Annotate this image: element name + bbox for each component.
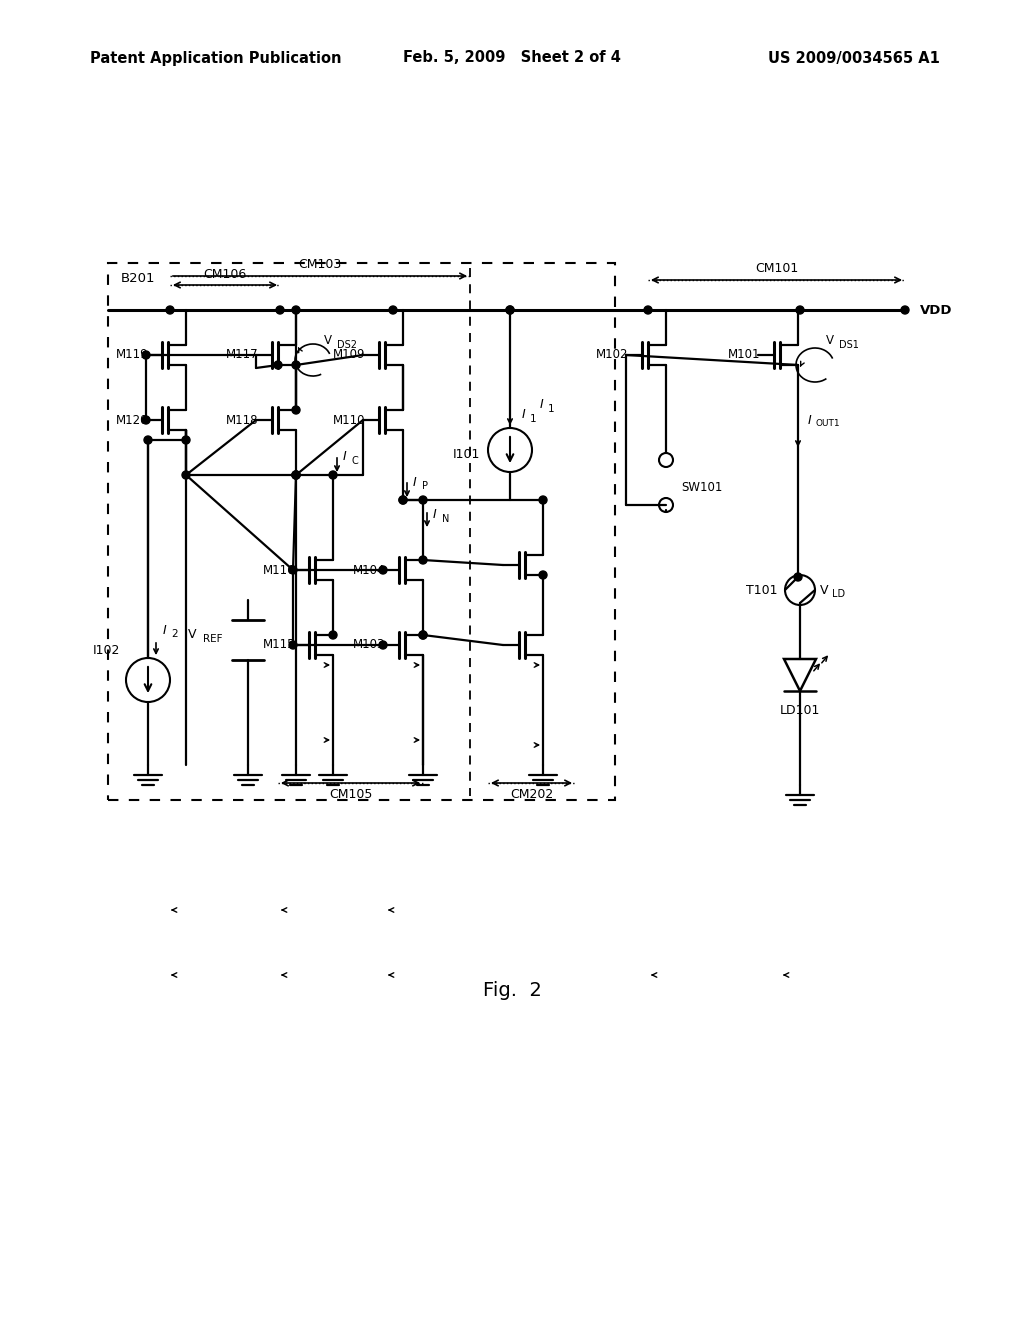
Circle shape <box>329 471 337 479</box>
Circle shape <box>419 631 427 639</box>
Text: C: C <box>352 455 358 466</box>
Text: M103: M103 <box>353 639 385 652</box>
Text: VDD: VDD <box>920 304 952 317</box>
Circle shape <box>289 642 297 649</box>
Circle shape <box>142 351 150 359</box>
Text: SW101: SW101 <box>681 480 722 494</box>
Text: 1: 1 <box>548 404 555 414</box>
Circle shape <box>379 642 387 649</box>
Text: M119: M119 <box>116 348 148 362</box>
Circle shape <box>419 496 427 504</box>
Circle shape <box>389 306 397 314</box>
Text: T101: T101 <box>746 583 778 597</box>
Circle shape <box>292 407 300 414</box>
Text: M117: M117 <box>226 348 259 362</box>
Text: 2: 2 <box>171 630 177 639</box>
Text: I: I <box>163 623 167 636</box>
Circle shape <box>292 471 300 479</box>
Text: REF: REF <box>203 634 222 644</box>
Text: M101: M101 <box>728 348 761 362</box>
Circle shape <box>419 631 427 639</box>
Text: DS1: DS1 <box>839 341 859 350</box>
Text: CM106: CM106 <box>204 268 247 281</box>
Circle shape <box>794 573 802 581</box>
Text: US 2009/0034565 A1: US 2009/0034565 A1 <box>768 50 940 66</box>
Text: B201: B201 <box>121 272 156 285</box>
Text: LD: LD <box>831 589 845 599</box>
Circle shape <box>419 556 427 564</box>
Circle shape <box>292 471 300 479</box>
Circle shape <box>901 306 909 314</box>
Circle shape <box>506 306 514 314</box>
Text: I: I <box>540 399 544 412</box>
Circle shape <box>399 496 407 504</box>
Text: P: P <box>422 480 428 491</box>
Circle shape <box>144 436 152 444</box>
Text: M109: M109 <box>333 348 366 362</box>
Circle shape <box>644 306 652 314</box>
Text: N: N <box>442 513 450 524</box>
Text: Fig.  2: Fig. 2 <box>482 981 542 999</box>
Circle shape <box>289 566 297 574</box>
Circle shape <box>796 306 804 314</box>
Text: V: V <box>820 583 828 597</box>
Circle shape <box>142 416 150 424</box>
Circle shape <box>182 436 190 444</box>
Text: I: I <box>413 475 417 488</box>
Text: M115: M115 <box>263 639 296 652</box>
Text: I: I <box>433 508 437 521</box>
Text: Patent Application Publication: Patent Application Publication <box>90 50 341 66</box>
Text: M116: M116 <box>263 564 296 577</box>
Text: I: I <box>343 450 347 463</box>
Circle shape <box>399 496 407 504</box>
Text: V: V <box>826 334 834 347</box>
Text: M120: M120 <box>116 413 148 426</box>
Text: LD101: LD101 <box>780 704 820 717</box>
Bar <box>108 263 615 800</box>
Text: 1: 1 <box>530 414 537 424</box>
Text: DS2: DS2 <box>337 341 357 350</box>
Text: OUT1: OUT1 <box>816 420 841 429</box>
Text: V: V <box>324 334 332 347</box>
Text: CM101: CM101 <box>755 261 798 275</box>
Circle shape <box>539 496 547 504</box>
Circle shape <box>379 566 387 574</box>
Text: V: V <box>188 628 197 642</box>
Text: M118: M118 <box>226 413 258 426</box>
Circle shape <box>539 572 547 579</box>
Text: CM105: CM105 <box>329 788 372 801</box>
Text: I: I <box>808 413 812 426</box>
Circle shape <box>182 471 190 479</box>
Text: I: I <box>522 408 525 421</box>
Text: Feb. 5, 2009   Sheet 2 of 4: Feb. 5, 2009 Sheet 2 of 4 <box>403 50 621 66</box>
Text: I101: I101 <box>453 449 480 462</box>
Text: M102: M102 <box>596 348 629 362</box>
Circle shape <box>292 360 300 370</box>
Text: M110: M110 <box>333 413 366 426</box>
Text: M104: M104 <box>353 564 385 577</box>
Circle shape <box>276 306 284 314</box>
Text: CM103: CM103 <box>298 257 342 271</box>
Text: I102: I102 <box>92 644 120 656</box>
Circle shape <box>166 306 174 314</box>
Circle shape <box>329 631 337 639</box>
Circle shape <box>292 306 300 314</box>
Text: CM202: CM202 <box>510 788 553 801</box>
Circle shape <box>506 306 514 314</box>
Circle shape <box>292 471 300 479</box>
Circle shape <box>274 360 282 370</box>
